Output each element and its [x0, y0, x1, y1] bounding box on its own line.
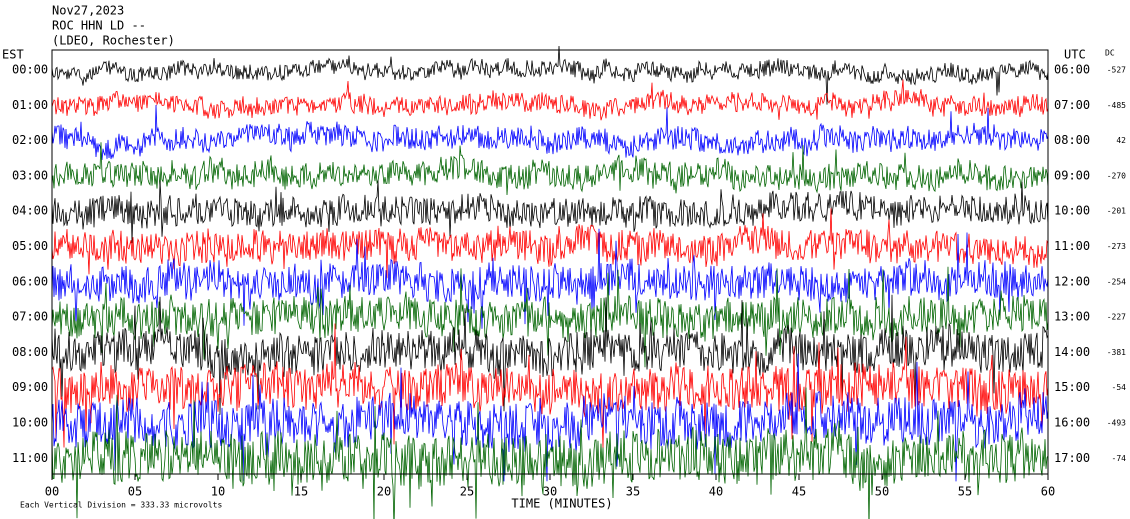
- dc-value: -273: [1107, 242, 1126, 251]
- trace: [51, 45, 1049, 105]
- est-label: 11:00: [12, 451, 48, 465]
- x-tick-label: 60: [1041, 485, 1055, 499]
- est-label: 00:00: [12, 63, 48, 77]
- utc-label: 07:00: [1054, 98, 1090, 112]
- dc-value: -527: [1107, 66, 1126, 75]
- x-tick-label: 30: [543, 485, 557, 499]
- trace: [51, 294, 1049, 415]
- est-label: 06:00: [12, 274, 48, 288]
- trace: [51, 79, 1049, 121]
- footer: Each Vertical Division = 333.33 microvol…: [20, 501, 222, 510]
- utc-label: 08:00: [1054, 133, 1090, 147]
- x-tick-label: 15: [294, 485, 308, 499]
- dc-value: -254: [1107, 277, 1126, 286]
- trace: [51, 353, 1049, 482]
- est-label: 05:00: [12, 239, 48, 253]
- dc-value: -54: [1112, 383, 1127, 392]
- trace: [51, 323, 1049, 449]
- x-tick-label: 00: [45, 485, 59, 499]
- x-tick-label: 25: [460, 485, 474, 499]
- trace: [51, 208, 1049, 279]
- trace: [51, 266, 1049, 368]
- x-tick-label: 45: [792, 485, 806, 499]
- utc-label: 06:00: [1054, 63, 1090, 77]
- utc-label: 17:00: [1054, 451, 1090, 465]
- utc-label: 16:00: [1054, 416, 1090, 430]
- utc-label: 10:00: [1054, 204, 1090, 218]
- trace: [51, 180, 1049, 244]
- left-axis-label: EST: [2, 48, 24, 62]
- x-tick-label: 55: [958, 485, 972, 499]
- dc-value: -381: [1107, 348, 1126, 357]
- trace: [51, 104, 1049, 161]
- dc-value: -74: [1112, 454, 1127, 463]
- dc-label: DC: [1105, 49, 1115, 58]
- utc-label: 11:00: [1054, 239, 1090, 253]
- est-label: 01:00: [12, 98, 48, 112]
- utc-label: 13:00: [1054, 310, 1090, 324]
- dc-value: 42: [1116, 136, 1126, 145]
- trace: [51, 228, 1049, 329]
- x-tick-label: 50: [875, 485, 889, 499]
- utc-label: 12:00: [1054, 274, 1090, 288]
- dc-value: -227: [1107, 313, 1126, 322]
- dc-value: -485: [1107, 101, 1126, 110]
- utc-label: 14:00: [1054, 345, 1090, 359]
- est-label: 02:00: [12, 133, 48, 147]
- x-tick-label: 40: [709, 485, 723, 499]
- x-tick-label: 10: [211, 485, 225, 499]
- dc-value: -201: [1107, 207, 1126, 216]
- est-label: 09:00: [12, 380, 48, 394]
- utc-label: 15:00: [1054, 380, 1090, 394]
- dc-value: -493: [1107, 419, 1126, 428]
- x-tick-label: 05: [128, 485, 142, 499]
- right-axis-label: UTC: [1064, 48, 1086, 62]
- title-line: ROC HHN LD --: [52, 19, 146, 33]
- x-tick-label: 35: [626, 485, 640, 499]
- dc-value: -270: [1107, 171, 1126, 180]
- est-label: 07:00: [12, 310, 48, 324]
- trace: [51, 142, 1049, 196]
- x-tick-label: 20: [377, 485, 391, 499]
- est-label: 08:00: [12, 345, 48, 359]
- title-line: Nov27,2023: [52, 4, 124, 18]
- est-label: 04:00: [12, 204, 48, 218]
- utc-label: 09:00: [1054, 168, 1090, 182]
- title-line: (LDEO, Rochester): [52, 34, 175, 48]
- est-label: 03:00: [12, 168, 48, 182]
- est-label: 10:00: [12, 416, 48, 430]
- x-axis-label: TIME (MINUTES): [511, 497, 612, 511]
